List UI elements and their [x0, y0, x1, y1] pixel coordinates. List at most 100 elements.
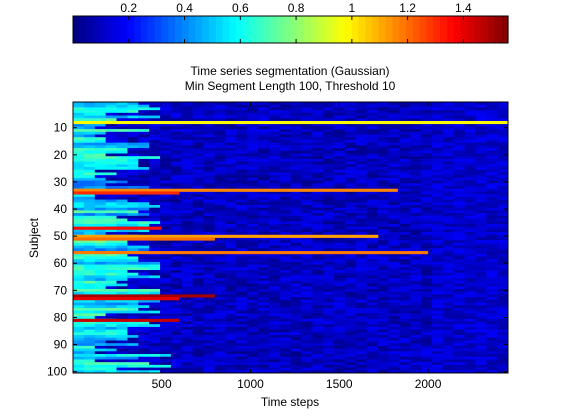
- heatmap-cell: [247, 305, 259, 309]
- heatmap-cell: [225, 297, 237, 301]
- heatmap-cell: [247, 194, 259, 198]
- heatmap-cell: [344, 329, 357, 333]
- heatmap-cell: [432, 229, 444, 233]
- heatmap-cell: [160, 118, 172, 122]
- heatmap-cell: [127, 196, 139, 200]
- heatmap-cell: [73, 367, 85, 371]
- heatmap-cell: [388, 272, 400, 276]
- heatmap-cell: [257, 332, 270, 336]
- heatmap-cell: [279, 286, 292, 290]
- heatmap-cell: [453, 288, 466, 293]
- heatmap-cell: [192, 180, 205, 184]
- heatmap-cell: [203, 194, 215, 198]
- heatmap-cell: [290, 161, 302, 165]
- heatmap-cell: [377, 215, 389, 219]
- heatmap-cell: [268, 213, 281, 217]
- heatmap-cell: [344, 343, 357, 347]
- heatmap-cell: [475, 107, 487, 111]
- heatmap-cell: [203, 359, 215, 363]
- heatmap-cell: [323, 367, 335, 371]
- heatmap-cell: [442, 175, 455, 179]
- heatmap-cell: [432, 362, 444, 366]
- heatmap-cell: [257, 161, 270, 165]
- heatmap-cell: [138, 321, 150, 325]
- heatmap-cell: [334, 175, 346, 179]
- heatmap-cell: [225, 264, 237, 268]
- heatmap-cell: [127, 288, 139, 293]
- heatmap-cell: [497, 153, 509, 157]
- heatmap-cell: [497, 196, 509, 200]
- y-axis-label: Subject: [27, 217, 41, 258]
- heatmap-cell: [116, 107, 128, 111]
- heatmap-cell: [83, 288, 96, 293]
- heatmap-cell: [442, 310, 455, 314]
- heatmap-cell: [388, 232, 400, 236]
- heatmap-cell: [497, 213, 509, 217]
- heatmap-cell: [279, 213, 292, 217]
- heatmap-cell: [355, 191, 368, 195]
- heatmap-cell: [247, 175, 259, 179]
- heatmap-cell: [94, 194, 107, 198]
- heatmap-cell: [421, 291, 433, 295]
- heatmap-cell: [442, 286, 455, 290]
- heatmap-cell: [344, 294, 357, 298]
- heatmap-cell: [323, 256, 335, 260]
- heatmap-cell: [486, 283, 498, 287]
- heatmap-cell: [410, 345, 422, 350]
- heatmap-cell: [344, 332, 357, 336]
- heatmap-cell: [257, 153, 270, 157]
- heatmap-cell: [344, 131, 357, 135]
- heatmap-cell: [344, 137, 357, 141]
- heatmap-cell: [257, 226, 270, 230]
- heatmap-cell: [442, 354, 455, 358]
- heatmap-cell: [105, 248, 118, 252]
- heatmap-cell: [170, 129, 183, 133]
- heatmap-cell: [312, 253, 324, 257]
- heatmap-cell: [486, 186, 498, 190]
- heatmap-cell: [192, 183, 205, 187]
- heatmap-cell: [464, 161, 477, 165]
- heatmap-cell: [268, 226, 281, 230]
- heatmap-cell: [73, 337, 85, 341]
- heatmap-cell: [83, 175, 96, 179]
- heatmap-cell: [388, 286, 400, 290]
- heatmap-cell: [464, 112, 477, 116]
- heatmap-cell: [475, 364, 487, 368]
- heatmap-cell: [203, 183, 215, 187]
- heatmap-cell: [312, 218, 324, 222]
- heatmap-cell: [138, 158, 150, 163]
- heatmap-cell: [138, 153, 150, 157]
- heatmap-cell: [432, 356, 444, 360]
- colorbar-cell: [154, 16, 162, 43]
- heatmap-cell: [432, 115, 444, 119]
- heatmap-cell: [236, 359, 248, 363]
- heatmap-cell: [149, 180, 161, 184]
- heatmap-cell: [355, 186, 368, 190]
- heatmap-cell: [486, 356, 498, 360]
- heatmap-cell: [399, 215, 411, 219]
- heatmap-cell: [105, 156, 118, 160]
- heatmap-cell: [149, 129, 161, 133]
- heatmap-cell: [279, 123, 292, 127]
- heatmap-cell: [344, 345, 357, 350]
- heatmap-cell: [453, 302, 466, 306]
- heatmap-cell: [453, 286, 466, 290]
- heatmap-cell: [432, 186, 444, 190]
- heatmap-cell: [377, 199, 389, 203]
- heatmap-cell: [268, 123, 281, 127]
- heatmap-cell: [225, 356, 237, 360]
- heatmap-cell: [366, 137, 379, 141]
- heatmap-cell: [497, 297, 509, 301]
- heatmap-cell: [138, 218, 150, 222]
- heatmap-cell: [247, 302, 259, 306]
- heatmap-cell: [192, 321, 205, 325]
- heatmap-cell: [160, 321, 172, 325]
- heatmap-cell: [442, 129, 455, 133]
- heatmap-cell: [225, 354, 237, 358]
- heatmap-cell: [170, 210, 183, 214]
- heatmap-cell: [247, 153, 259, 157]
- heatmap-cell: [116, 199, 128, 203]
- heatmap-cell: [214, 167, 226, 171]
- heatmap-cell: [355, 183, 368, 187]
- heatmap-cell: [214, 359, 226, 363]
